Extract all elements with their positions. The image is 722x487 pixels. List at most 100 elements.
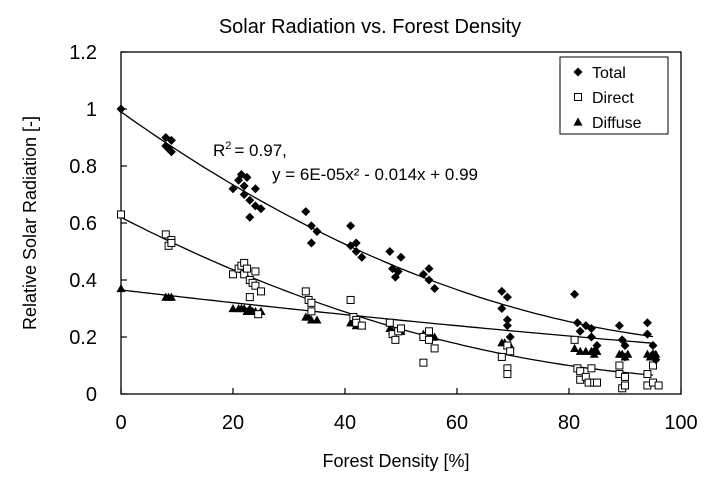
diffuse-point — [166, 292, 176, 301]
direct-point — [251, 281, 260, 290]
direct-point — [425, 327, 433, 336]
direct-point — [430, 344, 439, 353]
legend-marker-total — [573, 67, 583, 77]
total-point — [351, 247, 361, 256]
direct-point — [649, 361, 657, 370]
direct-point — [397, 324, 405, 333]
total-point — [642, 318, 652, 328]
direct-point — [621, 372, 629, 381]
direct-point — [117, 210, 125, 219]
total-point — [497, 286, 507, 296]
direct-point — [570, 335, 579, 344]
equation-annotation: y = 6E-05x² - 0.014x + 0.99 — [272, 165, 478, 184]
total-point — [651, 355, 661, 365]
total-point — [430, 284, 440, 294]
total-point — [393, 266, 403, 276]
total-point — [620, 341, 630, 351]
direct-point — [243, 264, 251, 273]
direct-point — [245, 293, 254, 302]
total-point — [245, 212, 255, 222]
trendlines — [120, 111, 654, 376]
total-point — [357, 252, 367, 262]
total-point — [418, 269, 428, 279]
direct-point — [357, 321, 366, 330]
legend-label-diffuse: Diffuse — [592, 115, 642, 132]
direct-point — [593, 378, 601, 387]
total-point — [642, 329, 652, 339]
total-point — [620, 352, 630, 362]
total-point — [385, 247, 395, 256]
x-axis: 0 20 40 60 80 100 — [115, 388, 698, 434]
total-point — [250, 184, 260, 194]
direct-point — [307, 298, 316, 307]
total-point — [505, 332, 515, 342]
direct-point — [251, 267, 260, 276]
total-point — [575, 326, 585, 336]
total-point — [166, 135, 176, 145]
direct-point — [506, 347, 515, 356]
direct-point — [419, 358, 428, 367]
y-tick-label: 1 — [86, 99, 97, 121]
total-point — [570, 289, 580, 299]
x-tick-label: 0 — [115, 412, 126, 434]
total-point — [396, 252, 406, 262]
total-point — [242, 172, 252, 182]
direct-point — [497, 352, 506, 361]
series-direct — [117, 210, 663, 393]
total-point — [589, 346, 599, 356]
series-total — [116, 104, 661, 365]
y-tick-label: 0 — [86, 384, 97, 406]
total-point — [424, 275, 434, 285]
total-point — [502, 315, 512, 325]
y-tick-label: 0.4 — [69, 270, 97, 292]
direct-point — [385, 318, 394, 327]
direct-point — [425, 335, 433, 344]
data-points — [116, 104, 663, 393]
total-point — [502, 292, 512, 302]
y-tick-label: 0.2 — [69, 327, 97, 349]
legend-label-total: Total — [592, 65, 626, 82]
legend-marker-direct — [574, 93, 582, 101]
total-point — [116, 104, 126, 114]
total-point — [301, 207, 311, 217]
total-point — [239, 190, 249, 199]
x-tick-label: 20 — [222, 412, 244, 434]
direct-point — [503, 370, 512, 379]
direct-point — [576, 367, 585, 376]
direct-point — [621, 381, 629, 390]
trendline-total — [120, 111, 654, 338]
total-point — [228, 184, 238, 194]
direct-point — [161, 230, 170, 239]
total-point — [245, 195, 255, 205]
legend-marker-diffuse — [573, 117, 583, 126]
legend: Total Direct Diffuse — [559, 56, 669, 135]
x-tick-label: 80 — [558, 412, 580, 434]
direct-point — [167, 238, 176, 247]
total-point — [306, 238, 316, 248]
total-point — [614, 321, 624, 331]
total-point — [502, 321, 512, 331]
diffuse-point — [570, 343, 580, 352]
total-point — [586, 332, 596, 342]
r-squared-annotation: R2 = 0.97, — [213, 140, 287, 160]
x-tick-label: 60 — [446, 412, 468, 434]
r-squared-value: = 0.97, — [234, 141, 286, 160]
direct-point — [391, 335, 400, 344]
total-point — [346, 221, 356, 231]
direct-point — [654, 381, 663, 390]
y-tick-label: 0.8 — [69, 156, 97, 178]
diffuse-point — [116, 284, 126, 293]
direct-point — [254, 310, 263, 319]
direct-point — [301, 287, 310, 296]
total-point — [424, 264, 434, 274]
total-point — [586, 323, 596, 333]
direct-point — [257, 287, 265, 296]
y-tick-label: 1.2 — [69, 42, 97, 64]
direct-point — [229, 270, 237, 279]
total-point — [306, 221, 316, 231]
total-point — [351, 238, 361, 248]
trendline-diffuse — [120, 289, 654, 344]
chart-title: Solar Radiation vs. Forest Density — [219, 16, 521, 38]
direct-point — [346, 295, 355, 304]
